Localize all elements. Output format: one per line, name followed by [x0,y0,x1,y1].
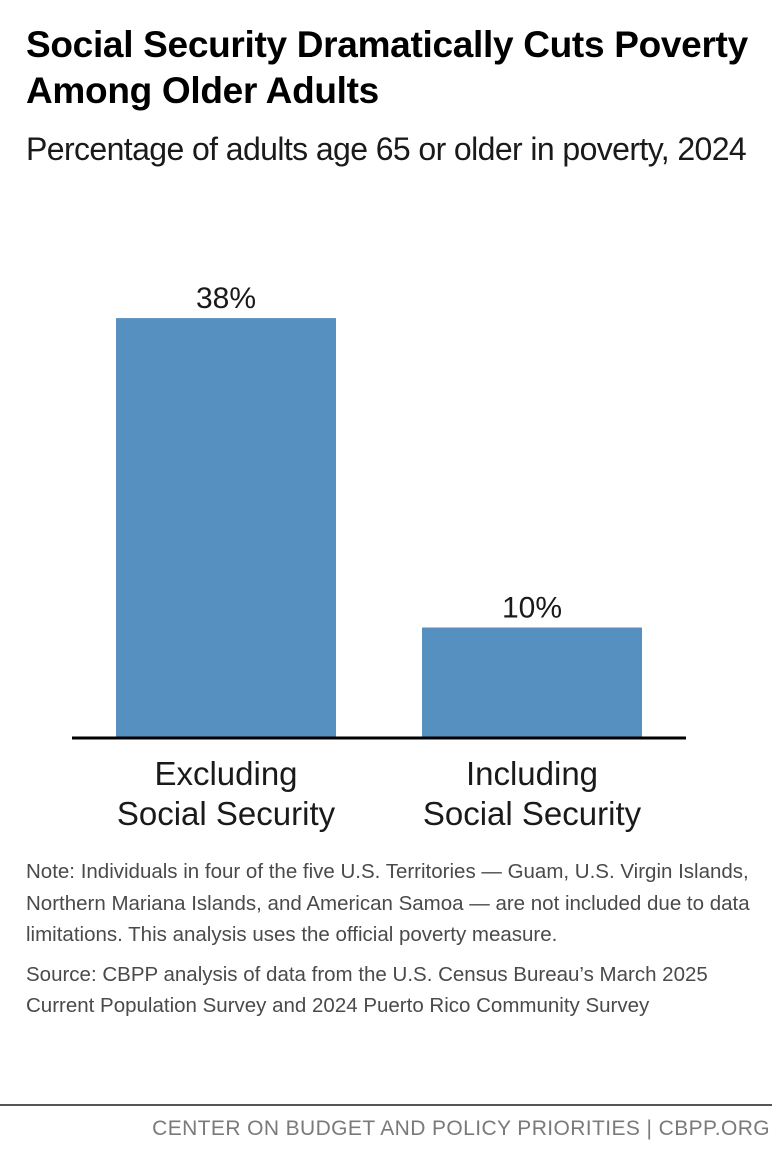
category-label-2-line-1: Including [466,755,598,792]
notes-block: Note: Individuals in four of the five U.… [26,856,756,1030]
chart-source: Source: CBPP analysis of data from the U… [26,962,708,1018]
chart-title: Social Security Dramatically Cuts Povert… [26,24,748,111]
category-label-1-line-1: Excluding [154,755,297,792]
chart-note: Note: Individuals in four of the five U.… [26,860,750,946]
data-label-1: 38% [196,282,256,315]
bar-1 [116,318,336,738]
category-label-2-line-2: Social Security [423,795,642,832]
footer-divider [0,1104,772,1106]
data-label-2: 10% [502,592,562,625]
footer-credit: CENTER ON BUDGET AND POLICY PRIORITIES |… [152,1117,770,1140]
chart-subtitle: Percentage of adults age 65 or older in … [26,131,747,167]
bar-2 [422,627,642,738]
category-label-1-line-2: Social Security [117,795,336,832]
